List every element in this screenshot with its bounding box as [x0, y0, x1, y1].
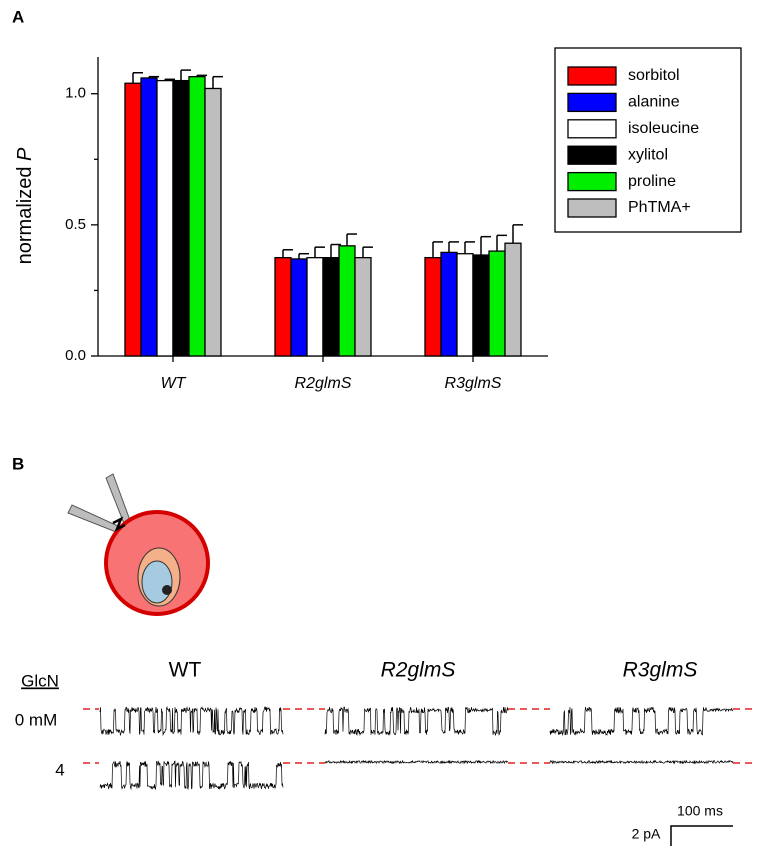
bar	[274, 256, 292, 357]
legend-swatch	[567, 92, 617, 113]
x-tick-label: R3glmS	[445, 375, 502, 392]
column-header: WT	[169, 659, 202, 682]
panel-label: A	[12, 7, 24, 26]
bar	[488, 250, 506, 357]
scale-bar	[670, 825, 733, 846]
column-header: R2glmS	[381, 659, 456, 682]
bar	[440, 251, 458, 357]
scale-label: 100 ms	[677, 803, 723, 819]
bar	[140, 77, 158, 357]
legend-swatch	[567, 66, 617, 86]
bar	[204, 87, 222, 357]
legend-swatch	[567, 145, 617, 165]
x-tick-label: WT	[161, 375, 187, 392]
row-label: 4	[55, 760, 64, 779]
legend-label: PhTMA+	[628, 199, 691, 216]
bar	[504, 242, 522, 357]
bar	[424, 256, 442, 357]
legend-label: isoleucine	[628, 120, 699, 137]
bar	[188, 76, 206, 357]
current-trace	[99, 705, 284, 737]
row-header: GlcN	[21, 671, 59, 690]
current-trace	[324, 706, 509, 737]
legend-swatch	[567, 119, 617, 139]
scale-label: 2 pA	[632, 826, 661, 842]
bar	[156, 79, 174, 357]
current-trace	[549, 706, 733, 736]
x-tick-label: R2glmS	[295, 375, 352, 392]
bar	[456, 253, 474, 357]
bar	[306, 256, 324, 357]
y-axis-title: normalized P	[14, 147, 36, 264]
legend-label: alanine	[628, 94, 680, 111]
y-axis-symbol: P	[14, 147, 36, 161]
current-trace	[324, 759, 509, 765]
bar	[354, 256, 372, 357]
legend-label: proline	[628, 173, 676, 190]
bar	[124, 82, 142, 357]
y-tick-label: 1.0	[65, 85, 86, 102]
current-trace	[99, 760, 284, 791]
legend-swatch	[567, 198, 617, 218]
bar	[172, 79, 190, 357]
column-header: R3glmS	[623, 659, 698, 682]
y-tick-label: 0.0	[65, 347, 86, 364]
cell-diagram	[67, 473, 210, 616]
legend-swatch	[567, 171, 617, 192]
current-trace	[549, 759, 734, 765]
bar	[338, 245, 356, 357]
row-label: 0 mM	[15, 710, 58, 729]
y-tick-label: 0.5	[65, 216, 86, 233]
panel-label: B	[12, 454, 24, 473]
legend-label: xylitol	[628, 146, 668, 163]
bar	[290, 258, 308, 357]
legend-label: sorbitol	[628, 67, 680, 84]
traces	[83, 705, 752, 791]
bar	[472, 254, 490, 357]
bar	[322, 256, 340, 357]
y-axis-title-text: normalized	[14, 167, 36, 265]
